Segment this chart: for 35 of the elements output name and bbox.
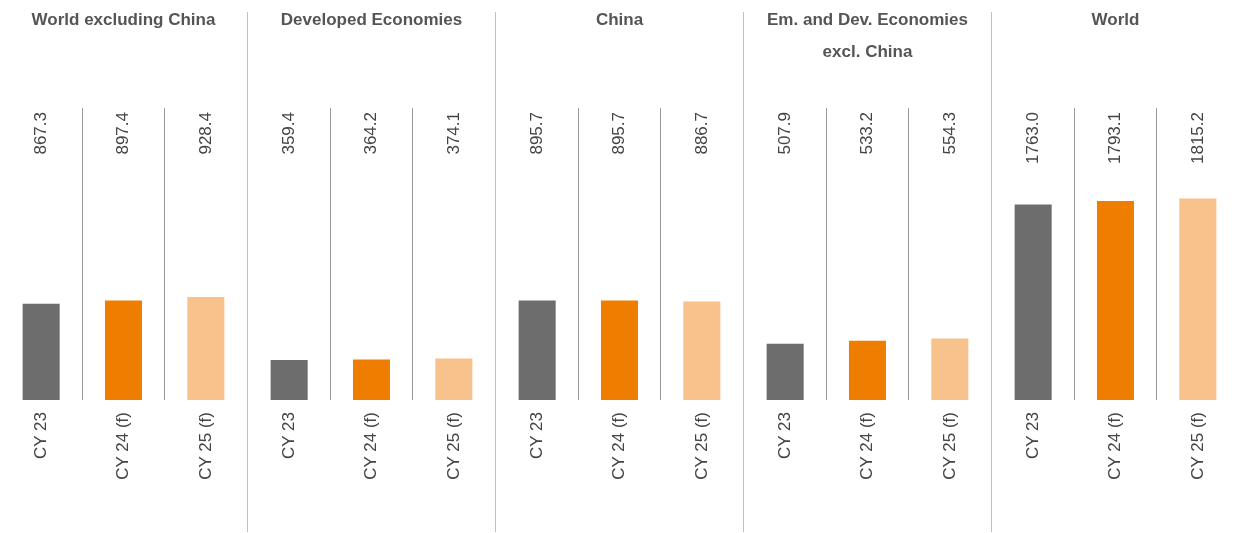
data-label: 364.2 — [361, 112, 381, 155]
data-label: 359.4 — [278, 112, 298, 155]
data-label: 897.4 — [113, 112, 133, 155]
x-tick-label: CY 24 (f) — [1105, 411, 1125, 480]
x-tick-label: CY 25 (f) — [939, 411, 959, 480]
x-tick-label: CY 25 (f) — [443, 411, 463, 480]
data-label: 895.7 — [526, 112, 546, 155]
data-label: 895.7 — [609, 112, 629, 155]
x-tick-label: CY 25 (f) — [195, 411, 215, 480]
x-tick-label: CY 24 (f) — [361, 411, 381, 480]
x-tick-label: CY 23 — [526, 411, 546, 459]
data-label: 1763.0 — [1022, 112, 1042, 164]
x-tick-label: CY 23 — [774, 411, 794, 459]
x-tick-label: CY 23 — [30, 411, 50, 459]
data-label: 374.1 — [443, 112, 463, 155]
data-label: 507.9 — [774, 112, 794, 155]
data-label: 886.7 — [691, 112, 711, 155]
x-tick-label: CY 23 — [278, 411, 298, 459]
x-tick-label: CY 24 (f) — [609, 411, 629, 480]
chart-title: World — [1090, 9, 1141, 31]
x-tick-label: CY 25 (f) — [1187, 411, 1207, 480]
x-tick-label: CY 23 — [1022, 411, 1042, 459]
chart-title: Em. and Dev. Economies excl. China — [766, 9, 969, 63]
data-label: 867.3 — [30, 112, 50, 155]
chart-title: Developed Economies — [279, 9, 464, 31]
data-label: 1815.2 — [1187, 112, 1207, 164]
data-label: 928.4 — [195, 112, 215, 155]
x-tick-label: CY 24 (f) — [857, 411, 877, 480]
data-label: 533.2 — [857, 112, 877, 155]
data-label: 554.3 — [939, 112, 959, 155]
data-label: 1793.1 — [1105, 112, 1125, 164]
x-tick-label: CY 24 (f) — [113, 411, 133, 480]
chart-title: World excluding China — [30, 9, 217, 31]
chart-title: China — [594, 9, 645, 31]
x-tick-label: CY 25 (f) — [691, 411, 711, 480]
